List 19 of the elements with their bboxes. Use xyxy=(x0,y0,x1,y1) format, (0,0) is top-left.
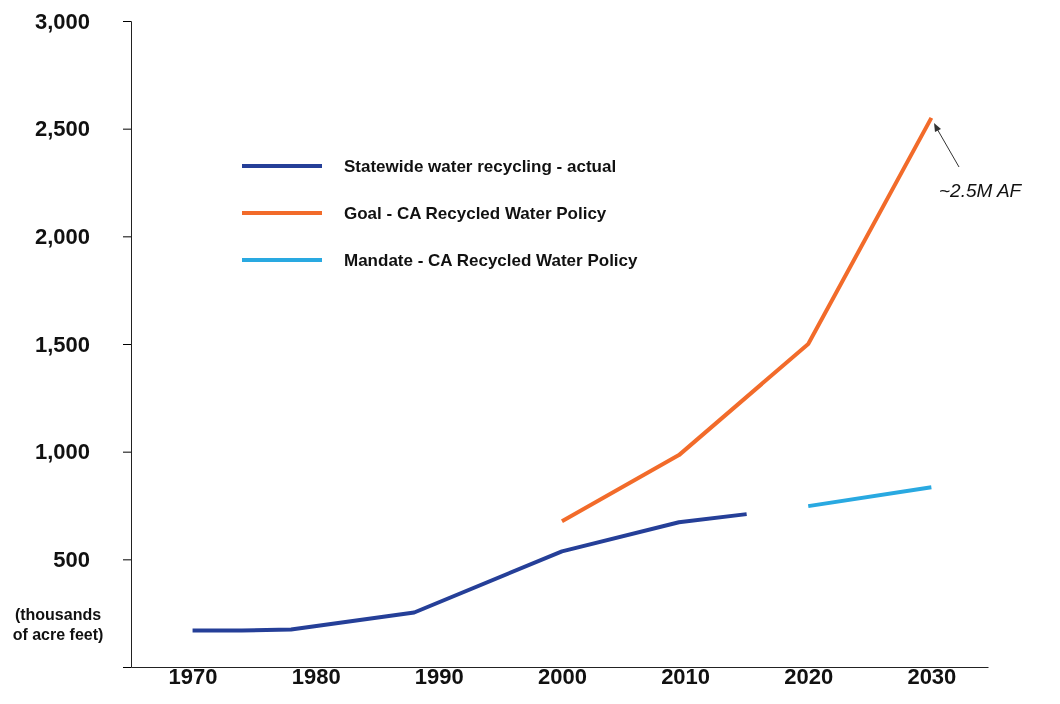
annotation: ~2.5M AF xyxy=(939,180,1023,201)
x-tick-label: 1990 xyxy=(414,664,464,689)
x-tick-label: 2020 xyxy=(784,664,834,689)
x-tick-label: 1970 xyxy=(168,664,218,689)
line-series xyxy=(190,512,749,633)
x-tick-label: 2030 xyxy=(907,664,957,689)
x-tick-label: 1980 xyxy=(291,664,341,689)
x-tick-label: 2010 xyxy=(661,664,711,689)
x-tick-label: 2000 xyxy=(537,664,587,689)
y-tick-label: 2,000 xyxy=(34,223,90,249)
y-tick-label: 3,000 xyxy=(34,8,90,34)
y-tick-label: 1,500 xyxy=(34,331,90,357)
y-tick-label: 2,500 xyxy=(34,116,90,142)
y-tick-label: 500 xyxy=(53,546,90,572)
y-axis-title: (thousands of acre feet) xyxy=(12,606,104,643)
legend-label: Goal - CA Recycled Water Policy xyxy=(344,204,607,223)
legend-label: Mandate - CA Recycled Water Policy xyxy=(344,251,639,270)
y-tick-label: 1,000 xyxy=(34,439,90,465)
legend-label: Statewide water recycling - actual xyxy=(344,157,617,176)
